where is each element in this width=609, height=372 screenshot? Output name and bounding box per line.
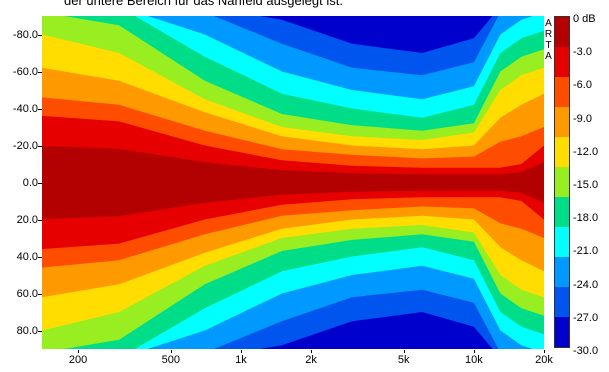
colorbar-swatch (555, 257, 569, 287)
y-tick-mark (38, 256, 42, 258)
y-tick-label: -60.0 (12, 65, 38, 78)
x-tick-mark (170, 350, 172, 353)
y-tick-label: 0.0 (22, 176, 38, 189)
colorbar-swatch (555, 317, 569, 347)
colorbar-swatch (555, 227, 569, 257)
y-tick-mark (38, 145, 42, 147)
colorbar-label: -9.0 (573, 112, 592, 125)
colorbar-swatch (555, 77, 569, 107)
contour-band-0db (42, 145, 544, 220)
x-tick-label: 5k (397, 354, 410, 366)
y-tick-label: 20.0 (16, 213, 38, 226)
arta-letter: A (545, 51, 552, 62)
colorbar-label: -12.0 (573, 145, 599, 158)
y-tick-mark (38, 219, 42, 221)
y-tick-mark (38, 293, 42, 295)
colorbar-label: -30.0 (573, 345, 599, 357)
x-tick-mark (544, 350, 545, 353)
y-tick-label: -40.0 (12, 102, 38, 115)
x-tick-mark (240, 350, 242, 353)
x-tick-label: 2k (305, 354, 317, 366)
x-tick-label: 200 (68, 354, 88, 366)
colorbar (554, 16, 570, 348)
colorbar-label: -15.0 (573, 179, 599, 191)
arta-letter: R (544, 29, 553, 40)
colorbar-label: -21.0 (573, 245, 599, 258)
y-tick-mark (38, 71, 42, 73)
colorbar-label: -24.0 (573, 278, 599, 291)
colorbar-swatch (555, 47, 569, 77)
x-tick-mark (403, 350, 405, 353)
y-tick-mark (38, 108, 42, 110)
x-tick-mark (311, 350, 313, 353)
colorbar-swatch (555, 287, 569, 317)
y-tick-label: -80.0 (12, 28, 38, 41)
x-tick-label: 10k (464, 354, 483, 366)
y-tick-label: 60.0 (16, 287, 38, 300)
x-tick-mark (78, 350, 80, 353)
colorbar-label: 0 dB (573, 13, 596, 25)
colorbar-label: -6.0 (573, 79, 592, 92)
x-tick-mark (473, 350, 475, 353)
colorbar-swatch (555, 167, 569, 197)
arta-letter: T (545, 40, 552, 51)
colorbar-swatch (555, 137, 569, 167)
y-tick-mark (38, 34, 42, 36)
y-tick-label: -20.0 (12, 139, 38, 152)
colorbar-label: -27.0 (573, 311, 599, 324)
x-tick-label: 20k (535, 354, 553, 366)
colorbar-label: -3.0 (573, 46, 592, 59)
caption-text: der untere Bereich für das Nahfeld ausge… (64, 0, 343, 8)
x-tick-label: 500 (161, 354, 180, 366)
y-tick-mark (38, 182, 42, 184)
colorbar-label: -18.0 (573, 212, 599, 225)
colorbar-swatch (555, 107, 569, 137)
colorbar-swatch (555, 197, 569, 227)
y-tick-label: 40.0 (16, 250, 38, 263)
y-tick-mark (38, 330, 42, 332)
y-tick-label: 80.0 (16, 324, 38, 337)
heatmap-svg (42, 16, 544, 349)
x-tick-label: 1k (235, 354, 247, 366)
heatmap-plot-area (42, 16, 544, 349)
colorbar-swatch (555, 17, 569, 47)
arta-letter: A (545, 18, 552, 29)
